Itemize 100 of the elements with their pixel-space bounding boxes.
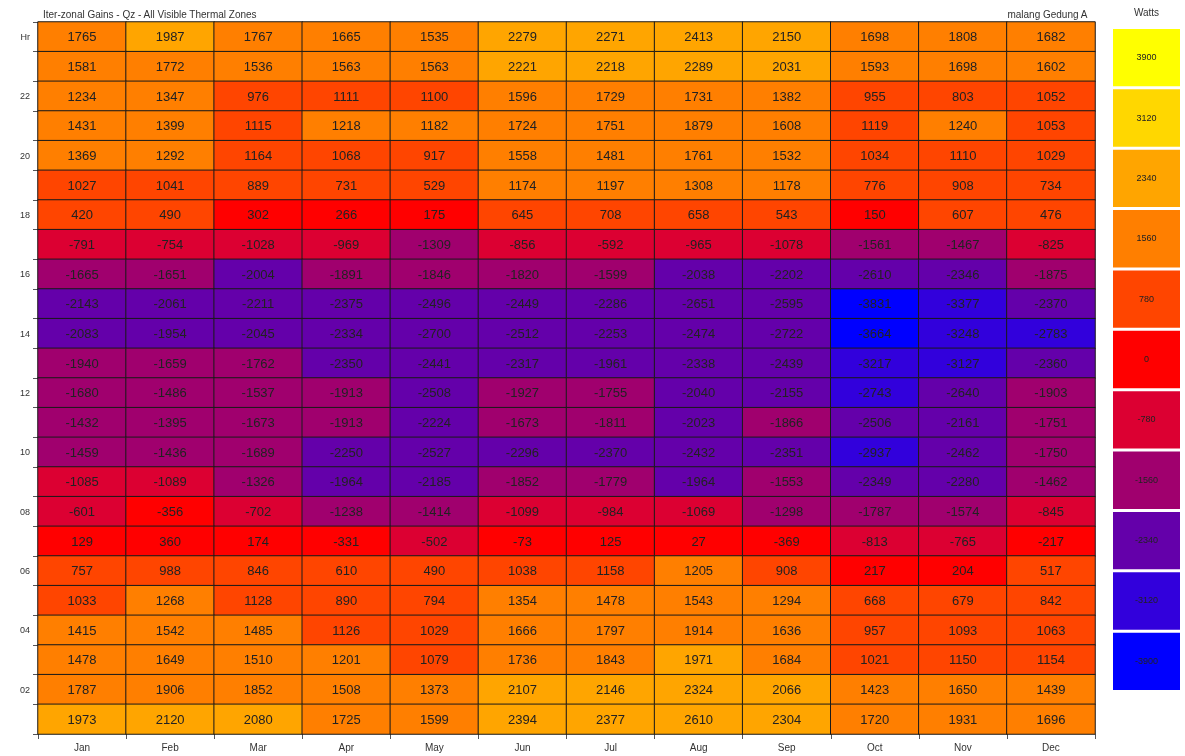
data-label: 1347 [155, 88, 185, 104]
data-label: 1100 [420, 88, 449, 104]
data-label: -1964 [682, 474, 716, 490]
data-label: 1698 [860, 29, 890, 45]
data-label: 776 [863, 177, 886, 193]
data-label: -1599 [593, 266, 628, 282]
data-label: 150 [863, 207, 886, 223]
data-label: -2360 [1034, 355, 1068, 371]
data-label: 955 [863, 88, 886, 104]
data-label: -1651 [153, 266, 187, 282]
data-label: 610 [335, 563, 358, 579]
data-label: -1467 [946, 237, 980, 252]
color-bar-label: -780 [1137, 414, 1156, 425]
data-label: 1369 [67, 148, 97, 163]
data-label: 1767 [243, 29, 273, 45]
data-label: 1843 [596, 652, 625, 668]
data-label: 2150 [772, 29, 802, 45]
data-label: -2351 [770, 444, 804, 460]
data-label: 1029 [419, 622, 449, 638]
data-label: 1423 [860, 682, 890, 697]
data-label: -2202 [770, 266, 804, 282]
data-label: -2640 [946, 385, 980, 401]
data-label: 1041 [155, 177, 185, 193]
data-label: -1028 [241, 237, 275, 252]
data-label: -702 [245, 504, 272, 519]
data-label: -1846 [417, 266, 451, 282]
data-label: -2439 [770, 355, 804, 371]
data-label: 803 [952, 88, 974, 104]
data-label: 302 [247, 207, 270, 223]
data-label: -2496 [417, 296, 451, 312]
data-label: 679 [952, 593, 974, 608]
color-bar-label: 3900 [1136, 52, 1157, 63]
data-label: 1201 [331, 652, 361, 668]
data-label: 1973 [67, 711, 97, 727]
data-label: 668 [863, 593, 886, 608]
data-label: 2324 [684, 682, 714, 697]
data-label: 1119 [861, 118, 889, 134]
data-label: -2250 [329, 444, 363, 460]
data-label: -1459 [65, 444, 99, 460]
data-label: 2107 [508, 682, 537, 697]
data-label: 1158 [596, 563, 625, 579]
data-label: -502 [421, 533, 448, 549]
data-label: 1761 [684, 148, 714, 163]
data-label: 1510 [243, 652, 273, 668]
data-label: -2441 [417, 355, 451, 371]
data-label: -2045 [241, 326, 275, 341]
data-label: 1126 [332, 622, 361, 638]
data-label: 1481 [596, 148, 625, 163]
data-label: -2317 [505, 355, 540, 371]
data-label: -3217 [858, 355, 892, 371]
data-label: -2512 [505, 326, 540, 341]
data-label: 1696 [1036, 711, 1066, 727]
data-label: 476 [1040, 207, 1062, 223]
data-label: 1021 [860, 652, 890, 668]
x-tick-label: Mar [249, 741, 268, 753]
data-label: -1891 [329, 266, 363, 282]
data-label: 1034 [860, 148, 890, 163]
data-label: 842 [1040, 593, 1062, 608]
data-label: -1238 [329, 504, 363, 519]
data-label: 645 [511, 207, 534, 223]
data-label: 1765 [67, 29, 97, 45]
data-label: 1197 [596, 177, 625, 193]
data-label: 1682 [1036, 29, 1066, 45]
data-label: 1110 [949, 148, 977, 163]
data-label: 27 [691, 533, 706, 549]
data-label: 734 [1040, 177, 1062, 193]
data-label: -2185 [417, 474, 451, 490]
data-label: -2506 [858, 415, 892, 430]
data-label: -2783 [1034, 326, 1068, 341]
data-label: -984 [597, 504, 624, 519]
data-label: 1787 [67, 682, 97, 697]
data-label: -1779 [593, 474, 628, 490]
data-label: 708 [599, 207, 622, 223]
data-label: 1725 [331, 711, 361, 727]
data-label: 1751 [596, 118, 625, 134]
data-label: -1940 [65, 355, 99, 371]
data-label: -3831 [858, 296, 892, 312]
data-label: -1762 [241, 355, 275, 371]
data-label: 2218 [596, 59, 625, 74]
color-bar-label: 0 [1143, 354, 1150, 364]
data-label: 2066 [772, 682, 802, 697]
data-label: 1563 [419, 59, 449, 74]
data-label: 1543 [684, 593, 714, 608]
data-label: 1053 [1036, 118, 1066, 134]
data-label: 1182 [420, 118, 449, 134]
data-label: -856 [509, 237, 536, 252]
color-bar-label: -1560 [1134, 474, 1159, 485]
data-label: -3377 [946, 296, 980, 312]
x-tick-label: Jul [604, 741, 617, 753]
data-label: 1879 [684, 118, 714, 134]
data-label: -2700 [417, 326, 451, 341]
data-label: 1542 [155, 622, 185, 638]
color-bar-label: 780 [1138, 293, 1155, 304]
data-label: -2349 [858, 474, 892, 490]
data-label: -2224 [417, 415, 451, 430]
data-label: 125 [599, 533, 622, 549]
data-label: -1069 [682, 504, 716, 519]
data-label: 1649 [155, 652, 185, 668]
data-label: -1689 [241, 444, 275, 460]
data-label: -2508 [417, 385, 451, 401]
